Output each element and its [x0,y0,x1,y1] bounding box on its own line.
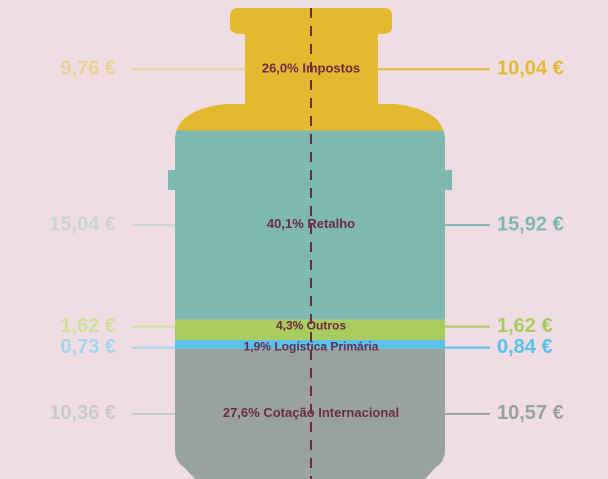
category: Cotação Internacional [263,405,399,420]
percent: 26,0% [262,61,299,76]
category: Logística Primária [274,340,378,354]
price: 10,36 € [49,402,116,424]
segment-label: 26,0% Impostos [262,61,360,76]
segment-label: 27,6% Cotação Internacional [223,405,399,420]
category: Retalho [307,217,355,232]
segment-label: 4,3% Outros [276,319,346,333]
price: 15,04 € [49,213,116,235]
price: 0,84 € [497,336,553,358]
price: 15,92 € [497,213,564,235]
segment [168,319,452,340]
price: 10,57 € [497,402,564,424]
percent: 4,3% [276,319,304,333]
price: 9,76 € [60,58,116,80]
segment-label: 40,1% Retalho [267,217,355,232]
price: 1,62 € [60,315,116,337]
segment [168,339,452,349]
percent: 1,9% [244,340,272,354]
percent: 27,6% [223,405,260,420]
percent: 40,1% [267,217,304,232]
category: Outros [307,319,347,333]
price: 1,62 € [497,315,553,337]
price: 0,73 € [60,336,116,358]
price: 10,04 € [497,58,564,80]
segment-label: 1,9% Logística Primária [244,340,379,354]
category: Impostos [302,61,360,76]
